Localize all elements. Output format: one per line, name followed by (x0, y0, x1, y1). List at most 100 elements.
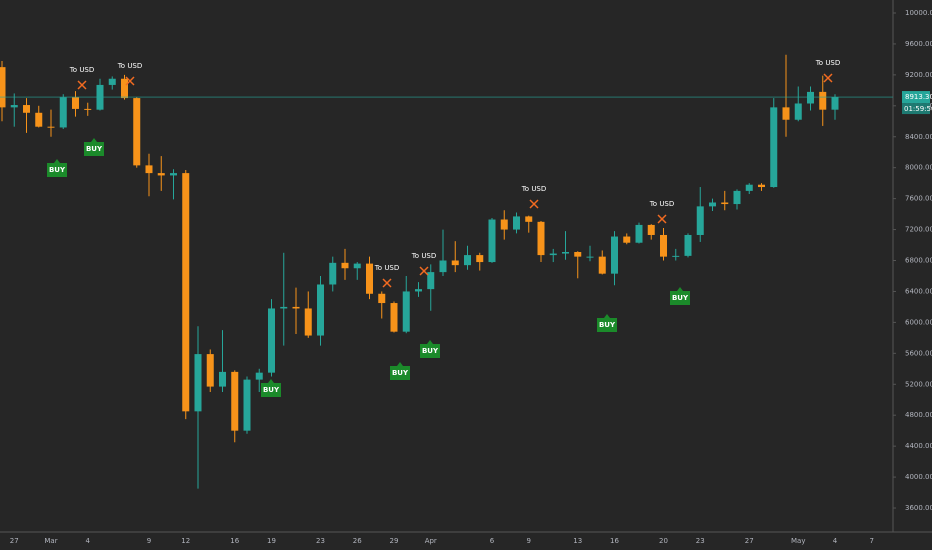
candle-body (500, 219, 508, 230)
candle-body (255, 372, 263, 380)
x-tick-label: 16 (230, 537, 239, 545)
candle-body (733, 190, 741, 205)
candle-body (770, 107, 778, 188)
candle-body (268, 308, 275, 373)
buy-box (47, 159, 67, 177)
candle-body (721, 202, 729, 205)
buy-label: BUY (86, 145, 103, 153)
candle-body (635, 224, 643, 243)
sell-marker (419, 266, 429, 276)
candle-body (439, 260, 447, 273)
x-tick-label: 20 (659, 537, 668, 545)
y-tick-label: 9600.00 (905, 40, 932, 48)
candle-body (623, 236, 631, 243)
candle-body (170, 173, 177, 176)
candle-body (709, 202, 716, 207)
sell-label: To USD (411, 252, 437, 260)
y-tick-label: 6000.00 (905, 318, 932, 326)
x-tick-label: 16 (610, 537, 619, 545)
countdown-box (902, 103, 930, 115)
sell-label: To USD (374, 264, 400, 272)
candle-body (72, 97, 79, 109)
candle-body (231, 371, 239, 431)
x-tick-label: 26 (353, 537, 362, 545)
buy-box (261, 379, 281, 397)
candle-body (574, 252, 582, 257)
candle-body (758, 184, 765, 188)
candle-body (745, 184, 753, 191)
buy-box (670, 287, 690, 305)
buy-label: BUY (392, 369, 409, 377)
buy-label: BUY (672, 294, 689, 302)
y-tick-label: 9200.00 (905, 71, 932, 79)
candle-body (513, 216, 520, 230)
candle-body (537, 221, 545, 256)
candle-body (10, 105, 18, 108)
candle-body (415, 289, 422, 292)
candle-body (157, 173, 165, 176)
candle-body (59, 97, 67, 128)
x-tick-label: 23 (316, 537, 325, 545)
x-tick-label: 9 (147, 537, 151, 545)
sell-label: To USD (117, 62, 143, 70)
buy-box (597, 314, 617, 332)
candle-body (35, 112, 43, 127)
buy-label: BUY (422, 347, 439, 355)
candle-body (194, 354, 202, 412)
y-tick-label: 4400.00 (905, 442, 932, 450)
candle-body (831, 97, 839, 110)
candle-body (378, 293, 386, 304)
sell-marker (529, 199, 539, 209)
candle-body (47, 126, 55, 128)
y-tick-label: 8400.00 (905, 133, 932, 141)
y-tick-label: 4000.00 (905, 473, 932, 481)
candle-body (219, 371, 226, 387)
x-tick-label: 13 (573, 537, 582, 545)
candle-body (133, 98, 141, 166)
buy-box (420, 340, 440, 358)
buy-box (390, 362, 410, 380)
candle-body (562, 252, 569, 254)
candle-body (108, 78, 116, 85)
buy-box (84, 138, 104, 156)
candle-body (23, 105, 30, 113)
candle-body (696, 206, 704, 235)
candle-body (292, 306, 300, 309)
candle-body (427, 272, 435, 290)
candle-body (660, 234, 667, 257)
candle-body (390, 303, 398, 332)
candle-body (329, 262, 337, 285)
x-tick-label: 23 (696, 537, 705, 545)
countdown-label: 01:59:50 (904, 105, 932, 113)
candle-body (549, 253, 557, 256)
candle-body (182, 173, 190, 412)
candle-body (0, 67, 6, 108)
y-tick-label: 6800.00 (905, 257, 932, 265)
sell-marker (823, 73, 833, 83)
sell-marker (125, 76, 135, 86)
candle-body (243, 379, 251, 431)
candle-body (341, 262, 349, 269)
y-tick-label: 8000.00 (905, 164, 932, 172)
x-tick-label: 19 (267, 537, 276, 545)
candle-body (451, 260, 459, 266)
sell-label: To USD (649, 200, 675, 208)
candle-body (476, 255, 484, 263)
price-box (902, 91, 930, 104)
candle-body (317, 284, 324, 336)
candle-body (402, 291, 410, 332)
x-tick-label: 7 (870, 537, 874, 545)
sell-marker (77, 80, 87, 90)
candle-body (464, 255, 471, 266)
candle-body (280, 306, 288, 309)
candle-body (586, 256, 594, 258)
x-tick-label: 27 (745, 537, 754, 545)
x-tick-label: 4 (833, 537, 838, 545)
x-tick-label: Mar (44, 537, 57, 545)
x-tick-label: May (791, 537, 805, 545)
x-tick-label: 27 (10, 537, 19, 545)
x-tick-label: Apr (425, 537, 437, 545)
candle-body (684, 234, 692, 256)
